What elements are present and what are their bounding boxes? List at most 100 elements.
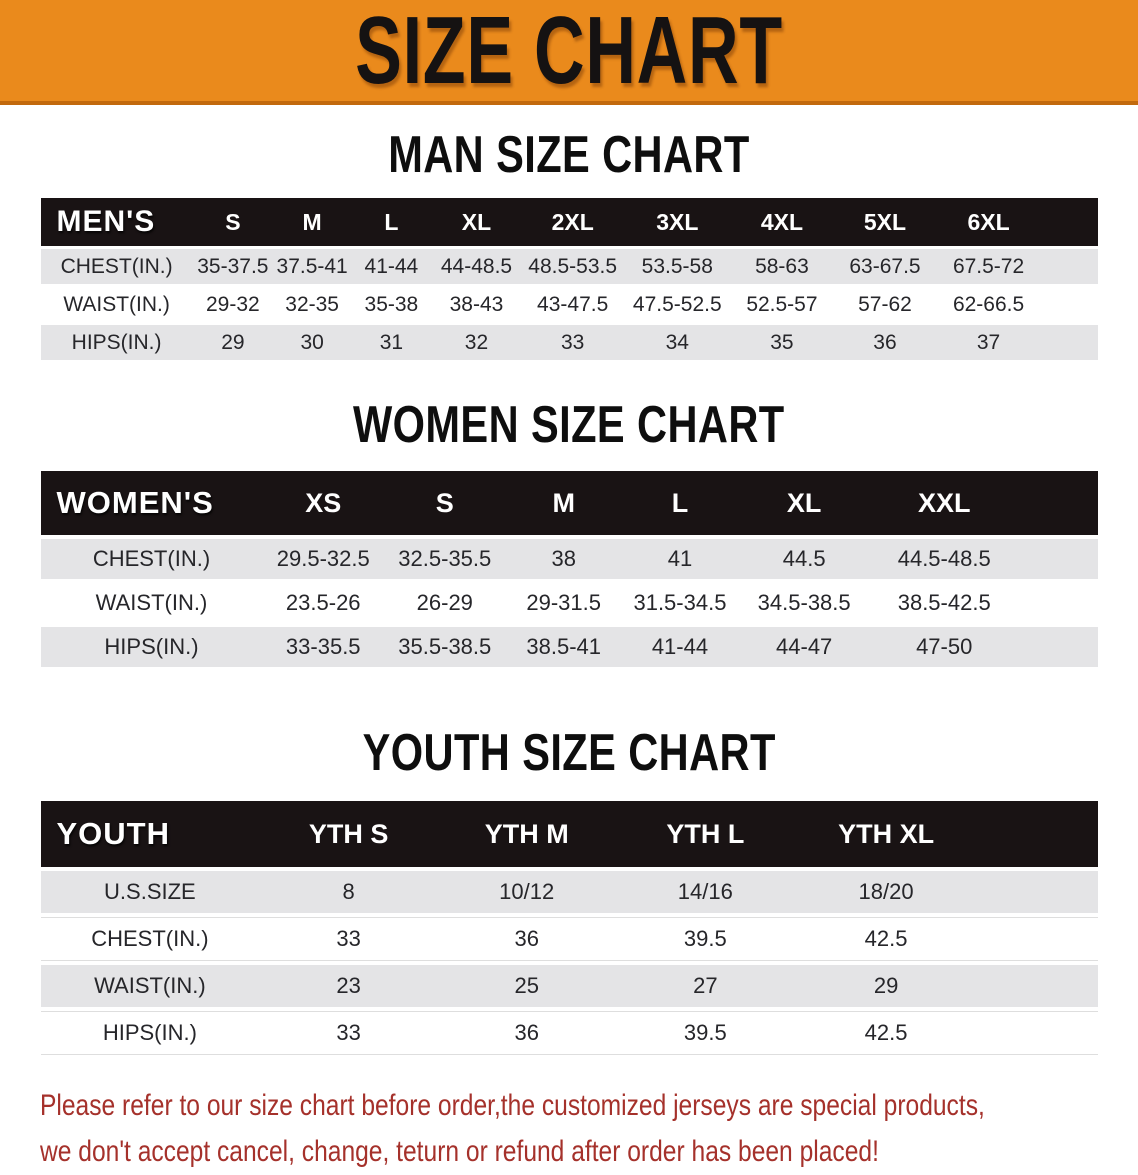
size-value: 25 <box>437 965 616 1007</box>
size-value: 34.5-38.5 <box>738 583 871 623</box>
women-size-chart-heading-text: WOMEN SIZE CHART <box>353 396 785 454</box>
size-value: 38 <box>505 539 622 579</box>
size-value: 57-62 <box>833 287 937 322</box>
size-column-header: XL <box>431 198 522 246</box>
men-group-label: MEN'S <box>40 198 193 246</box>
size-value: 58-63 <box>730 249 834 284</box>
size-value: 47.5-52.5 <box>623 287 731 322</box>
size-value: 8 <box>259 871 438 913</box>
spacer-cell <box>976 917 1098 961</box>
table-row: HIPS(IN.) 33 36 39.5 42.5 <box>40 1011 1098 1055</box>
size-value: 44-48.5 <box>431 249 522 284</box>
size-value: 29 <box>795 965 977 1007</box>
spacer-cell <box>1040 325 1098 360</box>
size-value: 36 <box>833 325 937 360</box>
size-value: 35-38 <box>351 287 432 322</box>
size-value: 63-67.5 <box>833 249 937 284</box>
size-value: 34 <box>623 325 731 360</box>
size-value: 42.5 <box>795 1011 977 1055</box>
size-value: 10/12 <box>437 871 616 913</box>
spacer-cell <box>1018 627 1098 667</box>
size-column-header: L <box>621 471 739 535</box>
banner-title: SIZE CHART <box>355 0 783 104</box>
size-value: 39.5 <box>615 1011 796 1055</box>
size-value: 23 <box>259 965 438 1007</box>
measure-label: CHEST(IN.) <box>40 539 263 579</box>
size-value: 26-29 <box>384 583 506 623</box>
measure-label: CHEST(IN.) <box>40 249 193 284</box>
size-value: 41 <box>621 539 739 579</box>
size-column-header: 4XL <box>730 198 834 246</box>
size-value: 29-31.5 <box>505 583 622 623</box>
size-value: 44.5-48.5 <box>870 539 1019 579</box>
disclaimer-line-1: Please refer to our size chart before or… <box>40 1089 985 1122</box>
women-group-label: WOMEN'S <box>40 471 263 535</box>
size-value: 18/20 <box>795 871 977 913</box>
size-column-header: 5XL <box>833 198 937 246</box>
table-row: WAIST(IN.) 23.5-26 26-29 29-31.5 31.5-34… <box>40 583 1098 623</box>
size-column-header: S <box>384 471 506 535</box>
size-column-header: XS <box>262 471 385 535</box>
size-value: 30 <box>273 325 352 360</box>
man-size-chart-heading-text: MAN SIZE CHART <box>388 126 750 184</box>
size-value: 62-66.5 <box>936 287 1041 322</box>
size-value: 37 <box>936 325 1041 360</box>
measure-label: CHEST(IN.) <box>40 917 260 961</box>
size-value: 33 <box>259 1011 438 1055</box>
size-column-header: 2XL <box>521 198 624 246</box>
size-value: 36 <box>437 917 616 961</box>
size-value: 14/16 <box>615 871 796 913</box>
spacer-cell <box>1040 249 1098 284</box>
size-column-header: XL <box>738 471 871 535</box>
size-value: 43-47.5 <box>521 287 624 322</box>
size-value: 35-37.5 <box>192 249 274 284</box>
table-row: U.S.SIZE 8 10/12 14/16 18/20 <box>40 871 1098 913</box>
size-value: 53.5-58 <box>623 249 731 284</box>
spacer-cell <box>976 965 1098 1007</box>
size-value: 35 <box>730 325 834 360</box>
table-row: CHEST(IN.) 33 36 39.5 42.5 <box>40 917 1098 961</box>
spacer-cell <box>976 801 1098 867</box>
size-value: 29.5-32.5 <box>262 539 385 579</box>
size-value: 39.5 <box>615 917 796 961</box>
men-header-row: MEN'S S M L XL 2XL 3XL 4XL 5XL 6XL <box>40 198 1098 246</box>
table-row: WAIST(IN.) 29-32 32-35 35-38 38-43 43-47… <box>40 287 1098 322</box>
size-value: 32 <box>431 325 522 360</box>
youth-group-label: YOUTH <box>40 801 260 867</box>
measure-label: U.S.SIZE <box>40 871 260 913</box>
size-value: 38-43 <box>431 287 522 322</box>
size-column-header: 3XL <box>623 198 731 246</box>
measure-label: WAIST(IN.) <box>40 287 193 322</box>
size-value: 31 <box>351 325 432 360</box>
size-value: 67.5-72 <box>936 249 1041 284</box>
size-value: 47-50 <box>870 627 1019 667</box>
table-row: CHEST(IN.) 35-37.5 37.5-41 41-44 44-48.5… <box>40 249 1098 284</box>
size-value: 42.5 <box>795 917 977 961</box>
disclaimer-line-2: we don't accept cancel, change, teturn o… <box>40 1135 879 1168</box>
size-value: 31.5-34.5 <box>621 583 739 623</box>
size-column-header: YTH L <box>615 801 796 867</box>
size-column-header: 6XL <box>936 198 1041 246</box>
spacer-cell <box>1018 539 1098 579</box>
size-chart-banner: SIZE CHART <box>0 0 1138 105</box>
spacer-cell <box>976 871 1098 913</box>
measure-label: HIPS(IN.) <box>40 325 193 360</box>
size-column-header: S <box>192 198 274 246</box>
size-value: 33 <box>521 325 624 360</box>
size-value: 29 <box>192 325 274 360</box>
table-row: WAIST(IN.) 23 25 27 29 <box>40 965 1098 1007</box>
measure-label: WAIST(IN.) <box>40 965 260 1007</box>
size-value: 44-47 <box>738 627 871 667</box>
size-column-header: YTH XL <box>795 801 977 867</box>
youth-size-chart-heading-text: YOUTH SIZE CHART <box>362 724 776 782</box>
disclaimer-text: Please refer to our size chart before or… <box>40 1083 1138 1175</box>
size-value: 33-35.5 <box>262 627 385 667</box>
size-value: 48.5-53.5 <box>521 249 624 284</box>
women-header-row: WOMEN'S XS S M L XL XXL <box>40 471 1098 535</box>
size-value: 44.5 <box>738 539 871 579</box>
spacer-cell <box>1018 471 1098 535</box>
men-size-table: MEN'S S M L XL 2XL 3XL 4XL 5XL 6XL CHEST… <box>40 195 1098 363</box>
man-size-chart-heading: MAN SIZE CHART <box>0 129 1138 181</box>
size-value: 33 <box>259 917 438 961</box>
youth-size-table: YOUTH YTH S YTH M YTH L YTH XL U.S.SIZE … <box>40 797 1098 1059</box>
